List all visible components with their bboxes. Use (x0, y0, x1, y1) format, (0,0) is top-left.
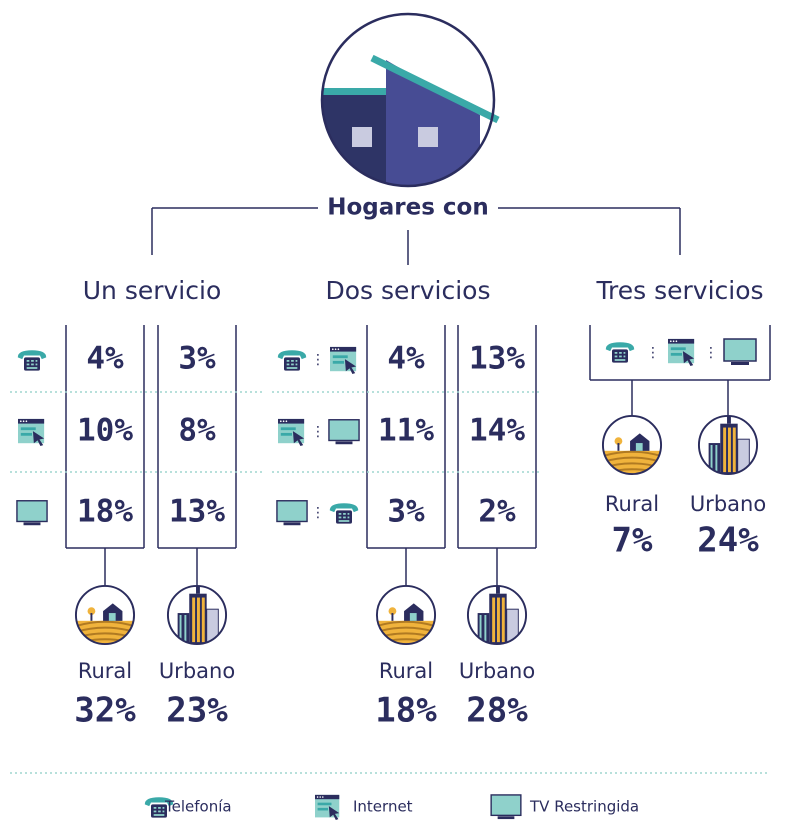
rural-total: 32% (74, 691, 136, 731)
percentage: 3% (178, 341, 216, 377)
percentage: 11% (378, 413, 434, 449)
house (322, 60, 480, 202)
urbano-label: Urbano (690, 492, 766, 516)
urbano-icon (697, 414, 759, 476)
service-icon (724, 339, 756, 365)
service-icon (278, 419, 304, 446)
group-label: Un servicio (83, 276, 222, 305)
service-icon (278, 350, 306, 370)
icon-separator: ⋮ (311, 352, 325, 368)
legend-icon (315, 795, 339, 820)
rural-label: Rural (605, 492, 659, 516)
legend-label: Telefonía (164, 798, 232, 816)
window (418, 127, 438, 147)
urbano-label: Urbano (159, 659, 235, 683)
service-icon (668, 339, 694, 366)
legend-label: Internet (353, 798, 413, 816)
service-icon (18, 419, 44, 446)
legend-icon (491, 795, 521, 819)
urbano-total: 24% (697, 521, 759, 561)
group-label: Dos servicios (326, 276, 491, 305)
rural-total: 18% (375, 691, 437, 731)
percentage: 18% (77, 494, 133, 530)
service-icon (18, 350, 46, 370)
rural-label: Rural (379, 659, 433, 683)
percentage: 10% (77, 413, 133, 449)
rural-icon (375, 584, 437, 650)
icon-separator: ⋮ (311, 505, 325, 521)
icon-separator: ⋮ (311, 424, 325, 440)
percentage: 2% (478, 494, 516, 530)
percentage: 8% (178, 413, 216, 449)
urbano-total: 23% (166, 691, 228, 731)
urbano-icon (466, 584, 528, 646)
title: Hogares con (327, 195, 488, 221)
rural-icon (601, 414, 663, 480)
icon-separator: ⋮ (646, 345, 660, 361)
icon-separator: ⋮ (704, 345, 718, 361)
percentage: 13% (469, 341, 525, 377)
percentage: 4% (387, 341, 425, 377)
percentage: 14% (469, 413, 525, 449)
house-illustration (322, 14, 498, 202)
window (352, 127, 372, 147)
roof-left (322, 88, 386, 95)
urbano-icon (166, 584, 228, 646)
service-icon (330, 347, 356, 374)
percentage: 13% (169, 494, 225, 530)
urbano-total: 28% (466, 691, 528, 731)
percentage: 4% (86, 341, 124, 377)
legend-label: TV Restringida (529, 798, 639, 816)
service-icon (277, 501, 307, 525)
group-label: Tres servicios (595, 276, 763, 305)
urbano-label: Urbano (459, 659, 535, 683)
percentage: 3% (387, 494, 425, 530)
rural-total: 7% (612, 521, 653, 561)
rural-icon (74, 584, 136, 650)
service-icon (606, 342, 634, 362)
infographic: Hogares con Un servicio 4% 3% 10% 8% 18% 13% Rur… (0, 0, 791, 820)
service-icon (17, 501, 47, 525)
service-icon (329, 420, 359, 444)
rural-label: Rural (78, 659, 132, 683)
service-icon (330, 503, 358, 523)
